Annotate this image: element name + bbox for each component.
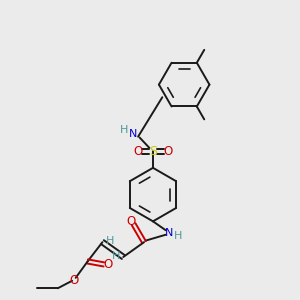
Text: H: H — [174, 231, 182, 241]
Text: O: O — [126, 215, 135, 228]
Text: H: H — [112, 250, 120, 260]
Text: S: S — [149, 145, 157, 158]
Text: N: N — [129, 129, 137, 139]
Text: N: N — [165, 228, 173, 238]
Text: O: O — [133, 145, 142, 158]
Text: H: H — [120, 125, 128, 135]
Text: O: O — [164, 145, 173, 158]
Text: O: O — [70, 274, 79, 287]
Text: H: H — [106, 236, 114, 246]
Text: O: O — [104, 258, 113, 271]
